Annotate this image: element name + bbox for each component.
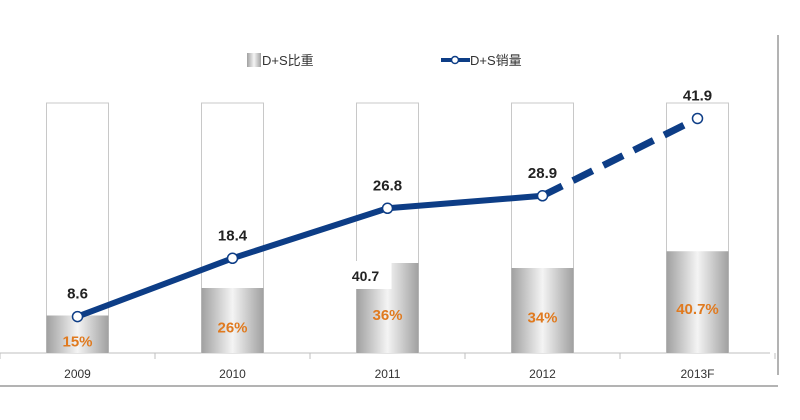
bar-value-label-2011: 36% bbox=[372, 307, 402, 324]
line-point-2009 bbox=[71, 310, 84, 323]
x-tick-label-2010: 2010 bbox=[219, 367, 246, 381]
line-forecast-segment bbox=[540, 115, 700, 199]
bar-value-label-2010: 26% bbox=[217, 320, 247, 337]
legend: D+S比重 D+S销量 bbox=[247, 53, 522, 68]
annotation-label: 40.7 bbox=[352, 268, 379, 284]
x-tick-label-2013f: 2013F bbox=[680, 367, 714, 381]
bar-2012 bbox=[511, 268, 574, 353]
line-solid-segment bbox=[74, 192, 546, 320]
legend-line-label: D+S销量 bbox=[470, 53, 522, 68]
line-value-label-2010: 18.4 bbox=[218, 227, 248, 244]
bar-2010 bbox=[201, 288, 264, 353]
line-value-label-2009: 8.6 bbox=[67, 286, 88, 303]
x-tick-label-2012: 2012 bbox=[529, 367, 556, 381]
bar-value-label-2013f: 40.7% bbox=[676, 301, 719, 318]
x-tick-label-2009: 2009 bbox=[64, 367, 91, 381]
x-axis-labels: 2009 2010 2011 2012 2013F bbox=[64, 367, 714, 381]
annotation-backdrop bbox=[335, 261, 392, 289]
legend-bar-swatch bbox=[247, 53, 261, 67]
line-value-label-2011: 26.8 bbox=[373, 177, 402, 194]
bar-2013f bbox=[666, 251, 729, 353]
legend-line-marker bbox=[450, 55, 460, 65]
line-point-2010 bbox=[226, 252, 239, 265]
line-value-labels: 8.6 18.4 26.8 28.9 41.9 bbox=[67, 87, 712, 302]
annotations: 40.7 bbox=[335, 261, 392, 289]
legend-item-bar: D+S比重 bbox=[247, 53, 314, 68]
line-point-2011 bbox=[381, 202, 394, 215]
bar-value-label-2009: 15% bbox=[62, 333, 92, 350]
line-point-2012 bbox=[536, 190, 549, 202]
x-tick-label-2011: 2011 bbox=[375, 367, 401, 381]
bar-value-labels: 15% 26% 36% 34% 40.7% bbox=[62, 301, 718, 350]
line-value-label-2013f: 41.9 bbox=[683, 87, 712, 104]
x-axis-ticks bbox=[0, 353, 776, 359]
line-series bbox=[71, 112, 704, 323]
line-value-label-2012: 28.9 bbox=[528, 165, 557, 182]
bar-value-label-2012: 34% bbox=[527, 310, 557, 327]
bar-series bbox=[46, 102, 729, 354]
line-point-2013f bbox=[691, 112, 704, 125]
legend-bar-label: D+S比重 bbox=[262, 53, 314, 68]
legend-item-line: D+S销量 bbox=[441, 53, 522, 68]
